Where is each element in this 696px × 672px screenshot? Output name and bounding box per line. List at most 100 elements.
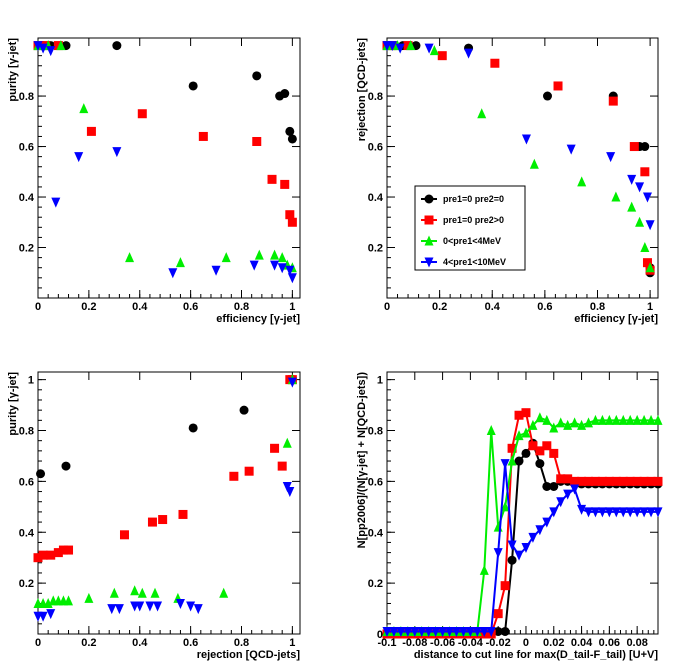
- data-point: [528, 419, 538, 430]
- data-point: [507, 443, 517, 453]
- data-point: [64, 595, 74, 606]
- data-point: [521, 448, 531, 458]
- data-point: [186, 601, 196, 612]
- data-point: [198, 131, 208, 141]
- data-point: [635, 216, 645, 227]
- data-point: [145, 601, 155, 612]
- data-point: [535, 459, 545, 469]
- data-point: [277, 252, 287, 263]
- y-tick-label: 0.2: [368, 243, 383, 255]
- data-point: [521, 134, 531, 145]
- data-point: [645, 262, 655, 273]
- x-tick-label: 0.04: [571, 637, 593, 649]
- data-point: [606, 152, 616, 163]
- data-point: [270, 443, 280, 453]
- data-point: [280, 89, 290, 99]
- data-point: [514, 550, 524, 561]
- data-point: [486, 626, 496, 637]
- data-point: [646, 476, 656, 486]
- data-point: [477, 108, 487, 119]
- data-point: [577, 419, 587, 430]
- data-point: [597, 414, 607, 425]
- data-point: [36, 469, 46, 479]
- data-point: [458, 626, 468, 637]
- data-point: [267, 174, 277, 184]
- x-tick-label: -0.02: [486, 637, 511, 649]
- data-point: [249, 260, 259, 271]
- legend-swatch-marker: [424, 194, 434, 204]
- x-axis-label: efficiency [γ-jet]: [216, 313, 300, 325]
- data-point: [211, 265, 221, 276]
- series-4: [382, 459, 663, 637]
- data-point: [137, 587, 147, 598]
- data-point: [653, 476, 663, 486]
- data-point: [486, 425, 496, 436]
- x-tick-label: 0: [35, 637, 41, 649]
- data-point: [507, 555, 517, 565]
- chart-panel-4: -0.1 -0.08 -0.06 -0.04 -0.02 0 0.02 0.04 0.06 0.0…: [356, 371, 663, 661]
- x-tick-label: 0.2: [81, 301, 96, 313]
- data-point: [429, 45, 439, 56]
- series-2: [33, 41, 297, 227]
- data-point: [287, 134, 297, 144]
- data-point: [424, 43, 434, 54]
- data-point: [188, 423, 198, 433]
- data-point: [563, 489, 573, 500]
- data-point: [239, 405, 249, 415]
- x-axis-label: efficiency [γ-jet]: [574, 313, 658, 325]
- data-point: [611, 414, 621, 425]
- data-point: [611, 191, 621, 202]
- data-point: [53, 548, 63, 558]
- data-point: [549, 448, 559, 458]
- y-tick-label: 0.4: [368, 192, 384, 204]
- data-point: [493, 626, 503, 636]
- y-tick-label: 0.6: [368, 142, 383, 154]
- data-point: [490, 58, 500, 68]
- data-point: [639, 507, 649, 518]
- data-point: [493, 548, 503, 559]
- x-tick-label: 0.8: [590, 301, 605, 313]
- data-point: [38, 550, 48, 560]
- x-tick-label: 1: [647, 301, 653, 313]
- data-point: [625, 476, 635, 486]
- data-point: [277, 263, 287, 274]
- data-point: [639, 414, 649, 425]
- data-point: [590, 507, 600, 518]
- plot-frame: [37, 371, 301, 635]
- x-tick-label: 0.4: [132, 301, 148, 313]
- data-point: [542, 414, 552, 425]
- data-point: [282, 481, 292, 492]
- data-point: [387, 41, 397, 52]
- y-tick-label: 0: [377, 629, 383, 641]
- data-point: [645, 220, 655, 231]
- data-point: [627, 174, 637, 185]
- x-tick-label: 0: [35, 301, 41, 313]
- data-point: [221, 252, 231, 263]
- legend-swatch-marker: [424, 257, 434, 268]
- data-point: [46, 550, 56, 560]
- data-point: [640, 167, 650, 177]
- data-point: [193, 604, 203, 615]
- data-point: [219, 587, 229, 598]
- plot-frame: [386, 37, 659, 299]
- legend: pre1=0 pre2=0 pre1=0 pre2>0 0<pre1<4MeV 4<p…: [414, 185, 526, 271]
- data-point: [590, 476, 600, 486]
- data-point: [542, 481, 552, 491]
- data-point: [125, 252, 135, 263]
- plot-frame: [386, 371, 659, 635]
- data-point: [252, 71, 262, 81]
- series-4: [33, 377, 297, 622]
- data-point: [646, 507, 656, 518]
- data-point: [577, 176, 587, 187]
- data-point: [287, 377, 297, 388]
- legend-entry-label: pre1=0 pre2>0: [443, 215, 504, 225]
- data-point: [403, 41, 413, 51]
- data-point: [618, 414, 628, 425]
- data-point: [33, 553, 43, 563]
- x-tick-label: 0.06: [599, 637, 620, 649]
- y-axis-label: purity [γ-jet]: [7, 38, 19, 102]
- data-point: [563, 474, 573, 484]
- data-point: [270, 249, 280, 260]
- x-tick-label: -0.06: [430, 637, 455, 649]
